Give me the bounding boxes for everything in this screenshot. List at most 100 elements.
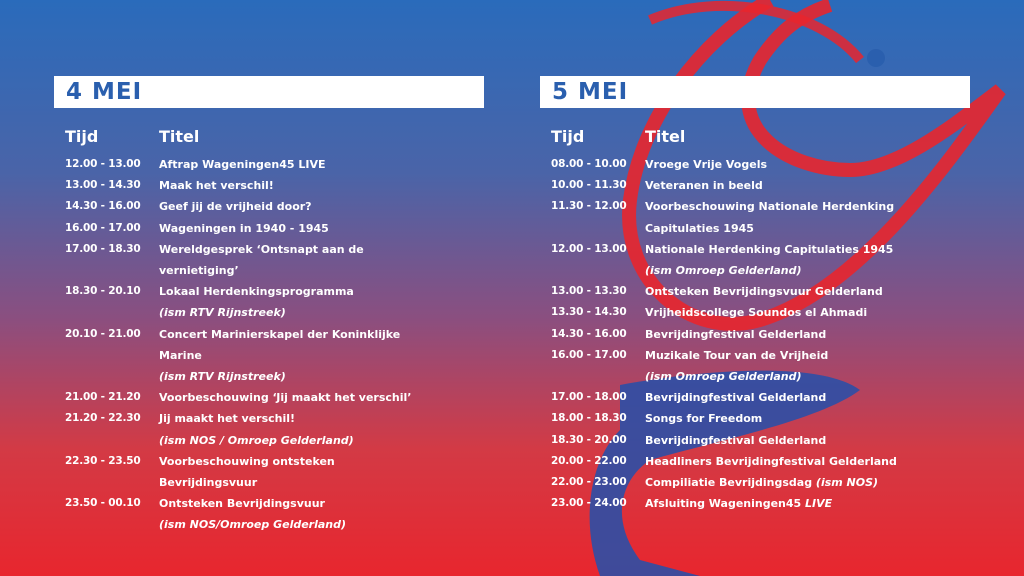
title-cell: Ontsteken Bevrijdingsvuur Gelderland bbox=[645, 281, 900, 302]
title: Concert Mariniers­kapel der Koninklijke … bbox=[159, 327, 401, 362]
title-emphasis: LIVE bbox=[805, 497, 833, 511]
schedule-row: 14.30 - 16.00 Geef jij de vrijheid door? bbox=[54, 196, 484, 217]
title: Nationale Herdenking Capitulaties 1945 bbox=[645, 242, 894, 256]
title: Wageningen in 1940 - 1945 bbox=[159, 221, 329, 235]
title: Bevrijdingfestival Gelderland bbox=[645, 433, 827, 447]
time: 16.00 - 17.00 bbox=[551, 348, 627, 361]
title-line: Ontsteken Bevrijdingsvuur bbox=[159, 493, 414, 514]
schedule-row: 13.00 - 13.30 Ontsteken Bevrijdingsvuur G… bbox=[540, 281, 970, 302]
time: 22.30 - 23.50 bbox=[65, 454, 141, 467]
schedule-row: 16.00 - 17.00 Wageningen in 1940 - 1945 bbox=[54, 218, 484, 239]
column-headers: Tijd Titel bbox=[54, 127, 484, 149]
title-line: Vroege Vrije Vogels bbox=[645, 154, 900, 175]
title-line: Bevrijdingfestival Gelderland bbox=[645, 387, 900, 408]
title-cell: Headliners Bevrijdingfestival Gelderland bbox=[645, 451, 900, 472]
time: 13.30 - 14.30 bbox=[551, 306, 627, 319]
title-line: Ontsteken Bevrijdingsvuur Gelderland bbox=[645, 281, 900, 302]
note: (ism RTV Rijnstreek) bbox=[159, 370, 286, 384]
title-cell: Wageningen in 1940 - 1945 bbox=[159, 218, 414, 239]
time: 10.00 - 11.30 bbox=[551, 179, 627, 192]
title-line: Wageningen in 1940 - 1945 bbox=[159, 218, 414, 239]
schedule-row: 20.00 - 22.00 Headliners Bevrijdingfestiv… bbox=[540, 451, 970, 472]
time: 20.00 - 22.00 bbox=[551, 454, 627, 467]
time: 18.30 - 20.00 bbox=[551, 433, 627, 446]
day-column: 5 MEI Tijd Titel 08.00 - 10.00 Vroege Vrije … bbox=[540, 76, 970, 514]
time: 12.00 - 13.00 bbox=[551, 242, 627, 255]
title-line: Voorbeschouwing ‘Jij maakt het verschil’ bbox=[159, 387, 414, 408]
title: Voorbeschouwing Nationale Herdenking Cap… bbox=[645, 200, 895, 235]
time: 14.30 - 16.00 bbox=[65, 200, 141, 213]
title-line: Geef jij de vrijheid door? bbox=[159, 196, 414, 217]
title: Afsluiting Wageningen45 bbox=[645, 497, 802, 511]
title-cell: Ontsteken Bevrijdingsvuur (ism NOS/Omroep… bbox=[159, 493, 414, 535]
schedule-row: 17.00 - 18.30 Wereldgesprek ‘Ontsnapt aan… bbox=[54, 239, 484, 281]
schedule-row: 17.00 - 18.00 Bevrijdingfestival Gelderla… bbox=[540, 387, 970, 408]
title: Geef jij de vrijheid door? bbox=[159, 200, 312, 214]
title-line: Voorbeschouwing Nationale Herdenking Cap… bbox=[645, 196, 900, 238]
title: Lokaal Herdenkingsprogramma bbox=[159, 285, 354, 299]
title-cell: Nationale Herdenking Capitulaties 1945 (i… bbox=[645, 239, 900, 281]
day-heading: 5 MEI bbox=[540, 76, 970, 108]
title-line: Lokaal Herdenkingsprogramma bbox=[159, 281, 414, 302]
schedule-row: 23.50 - 00.10 Ontsteken Bevrijdingsvuur (i… bbox=[54, 493, 484, 535]
time: 20.10 - 21.00 bbox=[65, 327, 141, 340]
time: 11.30 - 12.00 bbox=[551, 200, 627, 213]
title-cell: Veteranen in beeld bbox=[645, 175, 900, 196]
title-line: Maak het verschil! bbox=[159, 175, 414, 196]
title-line: Headliners Bevrijdingfestival Gelderland bbox=[645, 451, 900, 472]
title-cell: Voorbeschouwing ‘Jij maakt het verschil’ bbox=[159, 387, 414, 408]
note: (ism Omroep Gelderland) bbox=[645, 370, 802, 384]
schedule-row: 21.00 - 21.20 Voorbeschouwing ‘Jij maakt … bbox=[54, 387, 484, 408]
schedule-row: 10.00 - 11.30 Veteranen in beeld bbox=[540, 175, 970, 196]
time: 17.00 - 18.30 bbox=[65, 242, 141, 255]
schedule-row: 13.30 - 14.30 Vrijheidscollege Soundos el… bbox=[540, 302, 970, 323]
time: 21.20 - 22.30 bbox=[65, 412, 141, 425]
title-line: Aftrap Wageningen45 LIVE bbox=[159, 154, 414, 175]
title-cell: Compiliatie Bevrijdingsdag (ism NOS) bbox=[645, 472, 900, 493]
title-line: Vrijheidscollege Soundos el Ahmadi bbox=[645, 302, 900, 323]
title-header: Titel bbox=[645, 127, 686, 146]
title: Compiliatie Bevrijdingsdag bbox=[645, 476, 813, 490]
title: Veteranen in beeld bbox=[645, 179, 763, 193]
schedule-row: 14.30 - 16.00 Bevrijdingfestival Gelderla… bbox=[540, 324, 970, 345]
title-cell: Geef jij de vrijheid door? bbox=[159, 196, 414, 217]
title: Aftrap Wageningen45 LIVE bbox=[159, 158, 326, 171]
title: Voorbeschouwing ontsteken Bevrijdingsvuu… bbox=[159, 454, 335, 490]
time: 14.30 - 16.00 bbox=[551, 327, 627, 340]
time: 23.50 - 00.10 bbox=[65, 497, 141, 510]
title-header: Titel bbox=[159, 127, 200, 146]
title: Ontsteken Bevrijdingsvuur Gelderland bbox=[645, 285, 883, 299]
day-column: 4 MEI Tijd Titel 12.00 - 13.00 Aftrap Wageni… bbox=[54, 76, 484, 536]
title-line: Voorbeschouwing ontsteken Bevrijdingsvuu… bbox=[159, 451, 414, 493]
time: 18.30 - 20.10 bbox=[65, 285, 141, 298]
title-cell: Bevrijdingfestival Gelderland bbox=[645, 430, 900, 451]
time: 22.00 - 23.00 bbox=[551, 476, 627, 489]
title-line: Compiliatie Bevrijdingsdag (ism NOS) bbox=[645, 472, 900, 493]
title-line: Concert Mariniers­kapel der Koninklijke … bbox=[159, 324, 414, 366]
title-cell: Aftrap Wageningen45 LIVE bbox=[159, 154, 414, 175]
title: Songs for Freedom bbox=[645, 412, 763, 426]
rows: 08.00 - 10.00 Vroege Vrije Vogels 10.00 - … bbox=[540, 154, 970, 514]
title: Headliners Bevrijdingfestival Gelderland bbox=[645, 454, 897, 468]
day-heading: 4 MEI bbox=[54, 76, 484, 108]
time: 08.00 - 10.00 bbox=[551, 158, 627, 170]
title: Bevrijdingfestival Gelderland bbox=[645, 327, 827, 341]
title: Wereldgesprek ‘Ontsnapt aan de vernietig… bbox=[159, 242, 364, 278]
title-cell: Wereldgesprek ‘Ontsnapt aan de vernietig… bbox=[159, 239, 414, 281]
time: 13.00 - 14.30 bbox=[65, 179, 141, 192]
title: Bevrijdingfestival Gelderland bbox=[645, 391, 827, 405]
title: Voorbeschouwing ‘Jij maakt het verschil’ bbox=[159, 391, 412, 405]
schedule-row: 12.00 - 13.00 Aftrap Wageningen45 LIVE bbox=[54, 154, 484, 175]
title: Ontsteken Bevrijdingsvuur bbox=[159, 497, 325, 511]
title: Vrijheidscollege Soundos el Ahmadi bbox=[645, 306, 868, 320]
title-line: Muzikale Tour van de Vrijheid bbox=[645, 345, 900, 366]
title: Maak het verschil! bbox=[159, 179, 274, 193]
column-headers: Tijd Titel bbox=[540, 127, 970, 149]
title-cell: Muzikale Tour van de Vrijheid (ism Omroep… bbox=[645, 345, 900, 387]
title-cell: Songs for Freedom bbox=[645, 408, 900, 429]
title-line: Veteranen in beeld bbox=[645, 175, 900, 196]
title-cell: Bevrijdingfestival Gelderland bbox=[645, 324, 900, 345]
schedule-row: 21.20 - 22.30 Jij maakt het verschil! (ism… bbox=[54, 408, 484, 450]
title-line: Bevrijdingfestival Gelderland bbox=[645, 324, 900, 345]
